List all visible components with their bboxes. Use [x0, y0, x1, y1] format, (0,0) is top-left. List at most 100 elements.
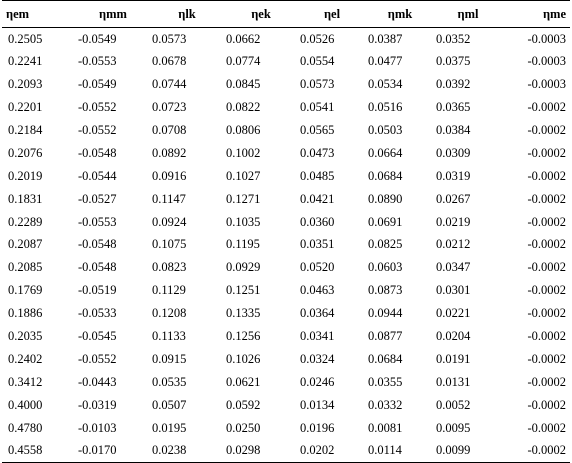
table-cell: 0.0267 [436, 191, 471, 206]
table-cell: 0.0873 [368, 283, 403, 298]
table-cell: -0.0002 [502, 439, 570, 463]
table-row: 0.3412 -0.0443 0.0535 0.0621 0.0246 0.0355 0.0… [2, 371, 570, 394]
table-cell: 0.0473 [300, 145, 335, 160]
table-cell: 0.0822 [226, 100, 261, 115]
table-cell: 0.0892 [152, 145, 187, 160]
table-cell: 0.1133 [152, 329, 186, 344]
table-cell: 0.0219 [436, 214, 471, 229]
table-cell: 0.0387 [368, 31, 403, 46]
table-cell: 0.2289 [8, 214, 43, 229]
table-row: 0.2201 -0.0552 0.0723 0.0822 0.0541 0.0516 0.0… [2, 96, 570, 119]
table-cell: 0.0708 [152, 123, 187, 137]
table-cell: 0.0392 [436, 77, 471, 92]
table-cell: -0.0002 [527, 329, 566, 344]
table-cell: 0.0691 [368, 214, 403, 229]
table-cell: 0.0052 [436, 397, 471, 412]
table-cell: 0.0520 [300, 260, 335, 275]
table-cell: -0.0002 [527, 351, 566, 366]
table-cell: 0.0099 [434, 439, 502, 463]
table-cell: 0.0678 [152, 54, 187, 69]
table-cell: 0.1251 [226, 283, 261, 298]
table-cell: 0.0916 [152, 168, 187, 183]
table-cell: 0.0204 [436, 329, 471, 344]
table-cell: 0.0890 [368, 191, 403, 206]
table-cell: 0.0592 [226, 397, 261, 412]
table-row: 0.1831 -0.0527 0.1147 0.1271 0.0421 0.0890 0.0… [2, 188, 570, 211]
table-cell: 0.2019 [8, 168, 43, 183]
table-cell: 0.0081 [368, 420, 403, 435]
table-cell: 0.1335 [226, 306, 261, 321]
table-cell: 0.0825 [368, 237, 403, 252]
table-row: 0.2035 -0.0545 0.1133 0.1256 0.0341 0.0877 0.0… [2, 325, 570, 348]
table-cell: 0.0355 [368, 374, 403, 389]
table-cell: 0.0684 [368, 351, 403, 366]
table-cell: 0.0573 [300, 77, 335, 92]
table-cell: 0.0507 [152, 397, 187, 412]
table-cell: 0.0944 [368, 306, 403, 321]
table-cell: -0.0002 [527, 123, 566, 137]
table-cell: 0.0365 [436, 100, 471, 115]
table-cell: 0.0332 [368, 397, 403, 412]
table-cell: -0.0548 [78, 237, 117, 252]
table-cell: 0.1129 [152, 283, 186, 298]
table-cell: -0.0002 [527, 283, 566, 298]
table-cell: -0.0319 [78, 397, 117, 412]
table-row: 0.2402 -0.0552 0.0915 0.1026 0.0324 0.0684 0.0… [2, 348, 570, 371]
column-header-eta-el: ηel [298, 0, 366, 28]
table-row: 0.2019 -0.0544 0.0916 0.1027 0.0485 0.0684 0.0… [2, 165, 570, 188]
table-row: 0.2093 -0.0549 0.0744 0.0845 0.0573 0.0534 0.0… [2, 73, 570, 96]
table-cell: 0.0485 [300, 168, 335, 183]
table-cell: 0.0114 [366, 439, 434, 463]
table-cell: 0.0246 [300, 374, 335, 389]
table-row: 0.1886 -0.0533 0.1208 0.1335 0.0364 0.0944 0.0… [2, 302, 570, 325]
table-cell: 0.0298 [224, 439, 298, 463]
table-cell: 0.0503 [368, 123, 403, 137]
table-row: 0.1769 -0.0519 0.1129 0.1251 0.0463 0.0873 0.0… [2, 279, 570, 302]
table-cell: 0.1195 [226, 237, 260, 252]
table-cell: 0.1831 [8, 191, 43, 206]
table-cell: 0.4000 [8, 397, 43, 412]
table-cell: 0.0541 [300, 100, 335, 115]
table-header: ηem ηmm ηlk ηek ηel ηmk ηml ηme [2, 0, 570, 28]
table-cell: 0.0526 [300, 31, 335, 46]
table-cell: 0.0196 [300, 420, 335, 435]
table-cell: 0.0375 [436, 54, 471, 69]
table-cell: 0.0877 [368, 329, 403, 344]
table-cell: 0.1886 [8, 306, 43, 321]
table-cell: -0.0548 [78, 260, 117, 275]
table-cell: -0.0003 [527, 54, 566, 69]
table-cell: 0.0202 [298, 439, 366, 463]
table-cell: 0.0806 [226, 123, 261, 137]
table-cell: 0.2093 [8, 77, 43, 92]
table-cell: 0.0341 [300, 329, 335, 344]
table-row: 0.4780 -0.0103 0.0195 0.0250 0.0196 0.0081 0.0… [2, 417, 570, 440]
table-row: 0.2085 -0.0548 0.0823 0.0929 0.0520 0.0603 0.0… [2, 256, 570, 279]
column-header-eta-mk: ηmk [366, 0, 434, 28]
table-cell: -0.0552 [78, 123, 117, 137]
table-cell: 0.2201 [8, 100, 43, 115]
table-cell: 0.0929 [226, 260, 261, 275]
table-cell: -0.0002 [527, 191, 566, 206]
table-row: 0.2076 -0.0548 0.0892 0.1002 0.0473 0.0664 0.0… [2, 142, 570, 165]
table-cell: 0.1147 [152, 191, 186, 206]
table-cell: 0.0744 [152, 77, 187, 92]
table-row: 0.2087 -0.0548 0.1075 0.1195 0.0351 0.0825 0.0… [2, 234, 570, 257]
table-cell: 0.0621 [226, 374, 261, 389]
table-cell: -0.0553 [78, 214, 117, 229]
table-cell: 0.0131 [436, 374, 471, 389]
table-cell: -0.0443 [78, 374, 117, 389]
table-cell: 0.0924 [152, 214, 187, 229]
column-header-eta-ek: ηek [224, 0, 298, 28]
table-cell: -0.0519 [78, 283, 117, 298]
table-cell: 0.1271 [226, 191, 261, 206]
table-cell: -0.0003 [527, 31, 566, 46]
table-cell: -0.0003 [527, 77, 566, 92]
table-cell: 0.0352 [436, 31, 471, 46]
table-cell: 0.0319 [436, 168, 471, 183]
table-cell: -0.0002 [527, 420, 566, 435]
table-cell: 0.2184 [8, 123, 43, 137]
table-cell: 0.0774 [226, 54, 261, 69]
table-cell: 0.0250 [226, 420, 261, 435]
table-cell: 0.0463 [300, 283, 335, 298]
table-cell: 0.0421 [300, 191, 335, 206]
